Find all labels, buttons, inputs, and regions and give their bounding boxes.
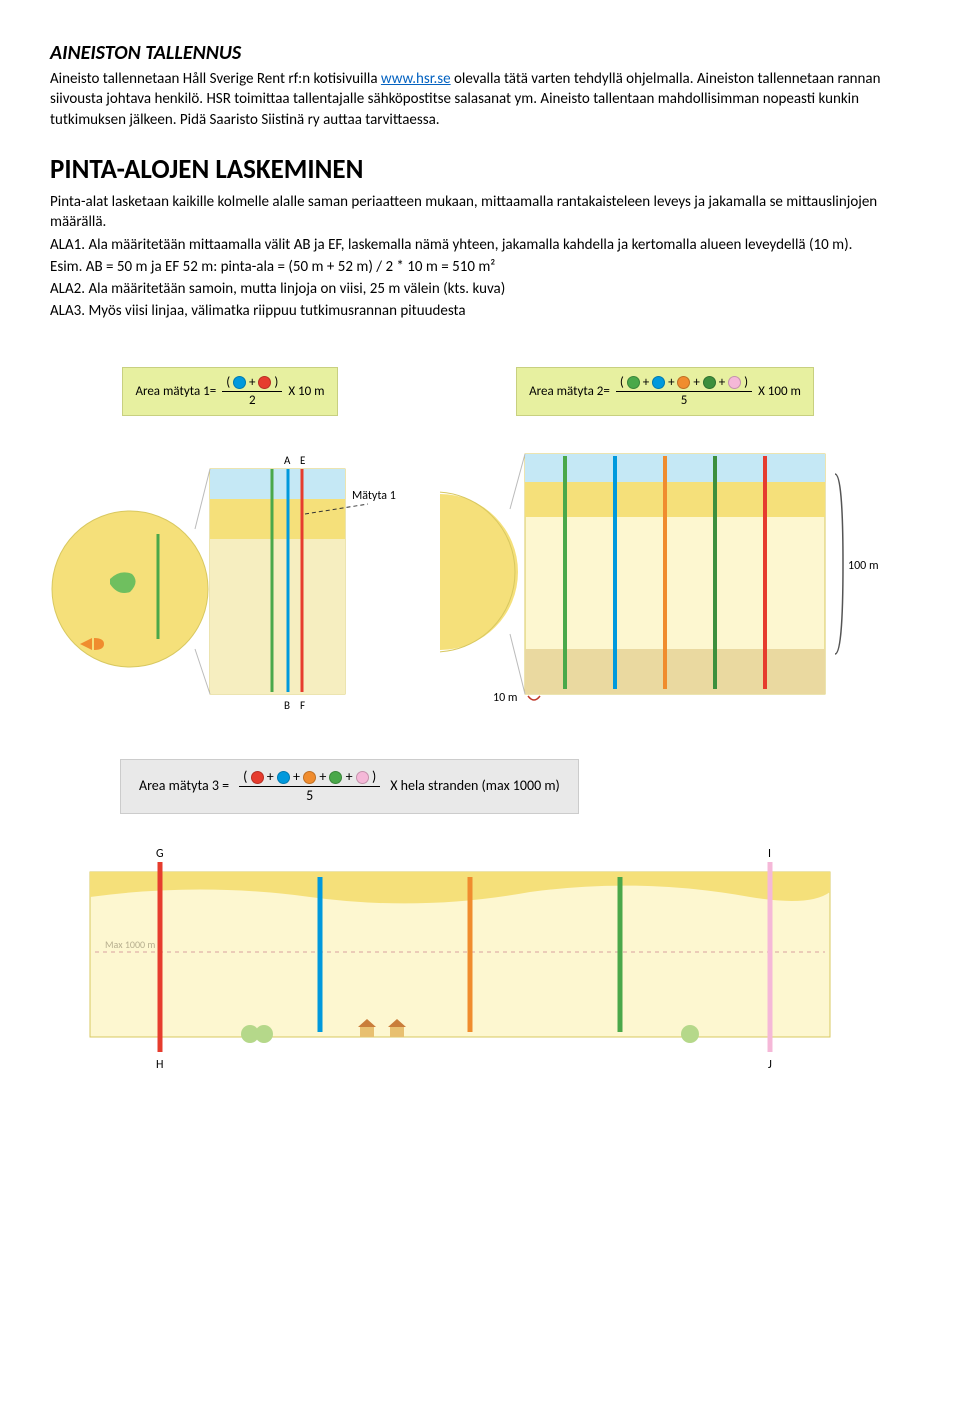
s2-p5: ALA3. Myös viisi linjaa, välimatka riipp… xyxy=(50,301,910,321)
dot-pink2 xyxy=(728,376,741,389)
formula3-mult: X hela stranden (max 1000 m) xyxy=(390,777,560,796)
dot-blue3 xyxy=(277,771,290,784)
dot-blue2 xyxy=(652,376,665,389)
diagram1-column: Area mätyta 1= ( + ) 2 X 10 m xyxy=(50,367,410,724)
formula3-frac: ( + + + + ) 5 xyxy=(239,770,380,803)
s2-p2: ALA1. Ala määritetään mittaamalla välit … xyxy=(50,235,910,255)
diagram2-column: Area mätyta 2= ( + + + + ) 5 X 100 m xyxy=(440,367,890,724)
label-max1000: Max 1000 m xyxy=(105,938,155,951)
label-H: H xyxy=(156,1058,163,1072)
dot-red3 xyxy=(251,771,264,784)
formula2-box: Area mätyta 2= ( + + + + ) 5 X 100 m xyxy=(516,367,814,416)
label-J: J xyxy=(768,1058,772,1072)
section2-title: PINTA-ALOJEN LASKEMINEN xyxy=(50,152,910,188)
formula2-den: 5 xyxy=(681,392,688,407)
s2-p1: Pinta-alat lasketaan kaikille kolmelle a… xyxy=(50,192,910,233)
formula2-mult: X 100 m xyxy=(758,383,801,401)
formula3-box: Area mätyta 3 = ( + + + + ) 5 X hela str… xyxy=(120,759,579,814)
formula2-label: Area mätyta 2= xyxy=(529,383,610,401)
s1-text-a: Aineisto tallennetaan Håll Sverige Rent … xyxy=(50,70,381,88)
formula3-label: Area mätyta 3 = xyxy=(139,777,229,796)
formula1-box: Area mätyta 1= ( + ) 2 X 10 m xyxy=(122,367,337,416)
formula2-frac: ( + + + + ) 5 xyxy=(616,376,752,407)
dot-red xyxy=(258,376,271,389)
hsr-link[interactable]: www.hsr.se xyxy=(381,70,451,88)
diagram1-svg: A E B F Mätyta 1 xyxy=(50,434,410,724)
diagram3-svg: Max 1000 m G H I J xyxy=(50,842,870,1072)
formula1-mult: X 10 m xyxy=(288,383,324,401)
label-B: B xyxy=(284,699,290,712)
dot-green3 xyxy=(329,771,342,784)
label-A: A xyxy=(284,454,291,467)
formula3-den: 5 xyxy=(306,787,313,803)
label-G: G xyxy=(156,847,164,861)
label-F: F xyxy=(300,699,305,712)
label-100m: 100 m xyxy=(848,559,879,573)
diagrams-row: Area mätyta 1= ( + ) 2 X 10 m xyxy=(50,367,910,724)
dot-blue xyxy=(233,376,246,389)
label-E: E xyxy=(300,454,305,467)
section1-paragraph: Aineisto tallennetaan Håll Sverige Rent … xyxy=(50,69,910,130)
formula1-label: Area mätyta 1= xyxy=(135,383,216,401)
dot-orange3 xyxy=(303,771,316,784)
formula1-den: 2 xyxy=(249,392,256,407)
label-matyta1: Mätyta 1 xyxy=(352,489,396,503)
diagram2-svg: 100 m 10 m xyxy=(440,434,890,724)
label-10m: 10 m xyxy=(493,691,517,705)
label-I: I xyxy=(768,847,771,861)
s2-p4: ALA2. Ala määritetään samoin, mutta linj… xyxy=(50,279,910,299)
dot-pink3 xyxy=(356,771,369,784)
section1-title: AINEISTON TALLENNUS xyxy=(50,40,910,67)
dot-green2 xyxy=(627,376,640,389)
s2-p3: Esim. AB = 50 m ja EF 52 m: pinta-ala = … xyxy=(50,257,910,277)
dot-green2b xyxy=(703,376,716,389)
dot-orange2 xyxy=(677,376,690,389)
formula1-frac: ( + ) 2 xyxy=(222,376,282,407)
